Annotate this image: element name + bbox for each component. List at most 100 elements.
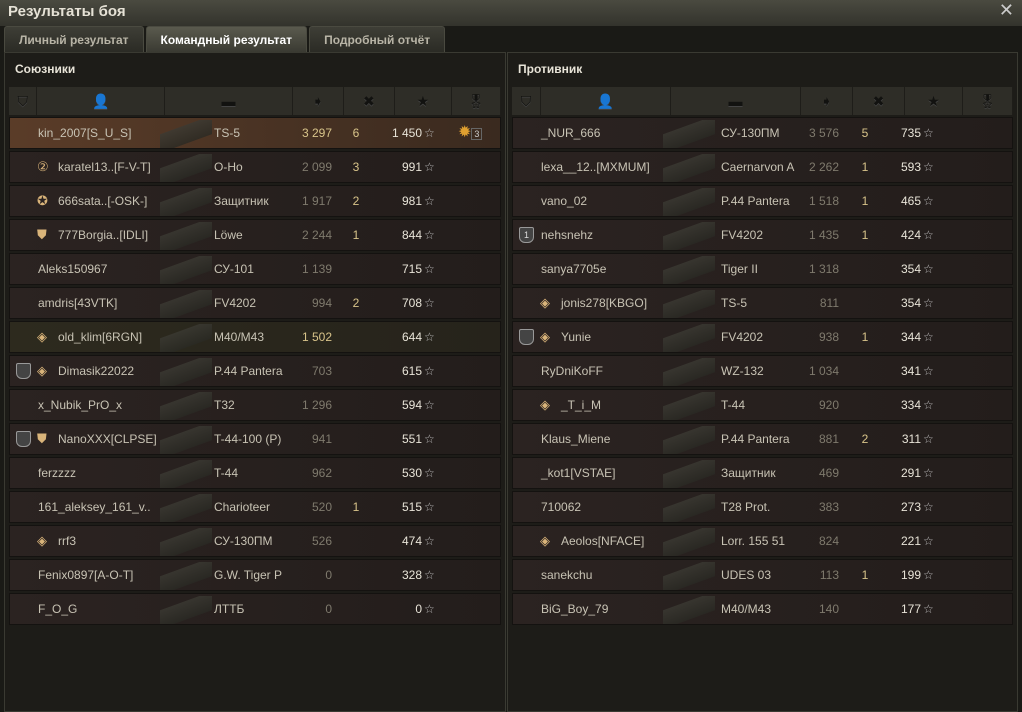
xp-value: 341 — [900, 364, 921, 378]
table-row[interactable]: _NUR_666 СУ-130ПМ 3 576 5 735 ☆ — [512, 117, 1013, 149]
table-row[interactable]: sanya7705e Tiger II 1 318 354 ☆ — [512, 253, 1013, 285]
player-name: Yunie — [561, 330, 592, 344]
tank-name: FV4202 — [214, 296, 257, 310]
table-row[interactable]: kin_2007[S_U_S] TS-5 3 297 6 1 450 ☆ ✹ 3 — [9, 117, 501, 149]
table-row[interactable]: 1 nehsnehz FV4202 1 435 1 424 ☆ — [512, 219, 1013, 251]
table-row[interactable]: 710062 T28 Prot. 383 273 ☆ — [512, 491, 1013, 523]
kills-value: 3 — [352, 160, 360, 174]
player-name: NanoXXX[CLPSE] — [58, 432, 157, 446]
allies-panel: Союзники ⛉ 👤 ▬ ➧ ✖ ★ 🎖 kin_2007[S_U_S] TS-5 3 297… — [4, 52, 506, 712]
table-row[interactable]: ferzzzz T-44 962 530 ☆ — [9, 457, 501, 489]
player-name: Klaus_Miene — [541, 432, 611, 446]
sort-player-icon[interactable]: 👤 — [37, 87, 166, 115]
tank-image — [663, 358, 715, 386]
star-icon: ☆ — [923, 126, 934, 140]
table-row[interactable]: ◈ old_klim[6RGN] M40/M43 1 502 644 ☆ — [9, 321, 501, 353]
damage-value: 824 — [818, 534, 839, 548]
star-icon: ☆ — [424, 364, 435, 378]
tank-image — [160, 528, 212, 556]
damage-value: 3 576 — [808, 126, 839, 140]
sort-medal-icon[interactable]: 🎖 — [452, 87, 502, 115]
xp-value: 593 — [900, 160, 921, 174]
damage-value: 526 — [311, 534, 332, 548]
sort-xp-star-icon[interactable]: ★ — [395, 87, 452, 115]
sort-xp-star-icon[interactable]: ★ — [905, 87, 963, 115]
table-row[interactable]: ◈ jonis278[KBGO] TS-5 811 354 ☆ — [512, 287, 1013, 319]
sort-player-icon[interactable]: 👤 — [541, 87, 671, 115]
tank-name: P.44 Pantera — [721, 432, 790, 446]
table-row[interactable]: ◈ _T_i_M T-44 920 334 ☆ — [512, 389, 1013, 421]
tank-name: СУ-101 — [214, 262, 254, 276]
xp-value: 334 — [900, 398, 921, 412]
damage-value: 1 318 — [808, 262, 839, 276]
sort-medal-icon[interactable]: 🎖 — [963, 87, 1013, 115]
xp-value: 328 — [401, 568, 422, 582]
table-row[interactable]: Klaus_Miene P.44 Pantera 881 2 311 ☆ — [512, 423, 1013, 455]
sort-tank-icon[interactable]: ▬ — [671, 87, 801, 115]
table-row[interactable]: 161_aleksey_161_v.. Charioteer 520 1 515 ☆ — [9, 491, 501, 523]
allies-title: Союзники — [15, 62, 76, 76]
xp-value: 530 — [401, 466, 422, 480]
xp-value: 465 — [900, 194, 921, 208]
player-name: 710062 — [541, 500, 582, 514]
table-row[interactable]: ◈ rrf3 СУ-130ПМ 526 474 ☆ — [9, 525, 501, 557]
kills-value: 6 — [352, 126, 360, 140]
xp-value: 615 — [401, 364, 422, 378]
sort-squad-icon[interactable]: ⛉ — [512, 87, 541, 115]
sort-damage-icon[interactable]: ➧ — [801, 87, 853, 115]
star-icon: ☆ — [923, 534, 934, 548]
tab-personal[interactable]: Личный результат — [4, 26, 144, 52]
table-row[interactable]: _kot1[VSTAE] Защитник 469 291 ☆ — [512, 457, 1013, 489]
damage-value: 1 917 — [301, 194, 332, 208]
table-row[interactable]: ② karatel13..[F-V-T] O-Ho 2 099 3 991 ☆ — [9, 151, 501, 183]
table-row[interactable]: BiG_Boy_79 M40/M43 140 177 ☆ — [512, 593, 1013, 625]
table-row[interactable]: lexa__12..[MXMUM] Caernarvon A 2 262 1 593 ☆ — [512, 151, 1013, 183]
medal-icon[interactable]: ✹ 3 — [458, 122, 483, 142]
star-icon: ☆ — [424, 398, 435, 412]
kills-value: 2 — [861, 432, 869, 446]
damage-value: 1 435 — [808, 228, 839, 242]
damage-value: 520 — [311, 500, 332, 514]
sort-damage-icon[interactable]: ➧ — [293, 87, 344, 115]
sort-kills-icon[interactable]: ✖ — [344, 87, 395, 115]
tank-image — [663, 460, 715, 488]
player-name: x_Nubik_PrO_x — [38, 398, 123, 412]
table-row[interactable]: ✪ 666sata..[-OSK-] Защитник 1 917 2 981 ☆ — [9, 185, 501, 217]
tab-team[interactable]: Командный результат — [145, 26, 308, 52]
damage-value: 703 — [311, 364, 332, 378]
sort-squad-icon[interactable]: ⛉ — [9, 87, 38, 115]
sort-tank-icon[interactable]: ▬ — [165, 87, 293, 115]
table-row[interactable]: sanekchu UDES 03 113 1 199 ☆ — [512, 559, 1013, 591]
kills-value: 2 — [352, 194, 360, 208]
table-row[interactable]: vano_02 P.44 Pantera 1 518 1 465 ☆ — [512, 185, 1013, 217]
title-bar: Результаты боя ✕ — [0, 0, 1022, 26]
damage-value: 1 296 — [301, 398, 332, 412]
table-row[interactable]: RyDniKoFF WZ-132 1 034 341 ☆ — [512, 355, 1013, 387]
table-row[interactable]: x_Nubik_PrO_x T32 1 296 594 ☆ — [9, 389, 501, 421]
xp-value: 199 — [900, 568, 921, 582]
damage-value: 113 — [819, 568, 839, 582]
kills-value: 1 — [861, 568, 869, 582]
table-row[interactable]: ◈ Dimasik22022 P.44 Pantera 703 615 ☆ — [9, 355, 501, 387]
table-row[interactable]: ⛊ 777Borgia..[IDLI] Löwe 2 244 1 844 ☆ — [9, 219, 501, 251]
table-row[interactable]: ◈ Aeolos[NFACE] Lorr. 155 51 824 221 ☆ — [512, 525, 1013, 557]
sort-kills-icon[interactable]: ✖ — [853, 87, 905, 115]
tank-name: Löwe — [214, 228, 243, 242]
medal-icon: 🎖 — [978, 92, 997, 109]
tab-detailed[interactable]: Подробный отчёт — [309, 26, 446, 52]
tank-name: P.44 Pantera — [721, 194, 790, 208]
table-row[interactable]: amdris[43VTK] FV4202 994 2 708 ☆ — [9, 287, 501, 319]
xp-value: 354 — [900, 262, 921, 276]
table-row[interactable]: Aleks150967 СУ-101 1 139 715 ☆ — [9, 253, 501, 285]
close-icon[interactable]: ✕ — [998, 0, 1014, 20]
clan-badge-icon: ✪ — [37, 193, 48, 208]
player-name: 161_aleksey_161_v.. — [38, 500, 151, 514]
table-row[interactable]: ◈ Yunie FV4202 938 1 344 ☆ — [512, 321, 1013, 353]
table-row[interactable]: Fenix0897[A-O-T] G.W. Tiger P 0 328 ☆ — [9, 559, 501, 591]
star-icon: ☆ — [923, 500, 934, 514]
table-row[interactable]: ⛊ NanoXXX[CLPSE] T-44-100 (P) 941 551 ☆ — [9, 423, 501, 455]
damage-value: 469 — [818, 466, 839, 480]
tank-name: FV4202 — [721, 228, 764, 242]
table-row[interactable]: F_O_G ЛТТБ 0 0 ☆ — [9, 593, 501, 625]
damage-value: 994 — [311, 296, 332, 310]
